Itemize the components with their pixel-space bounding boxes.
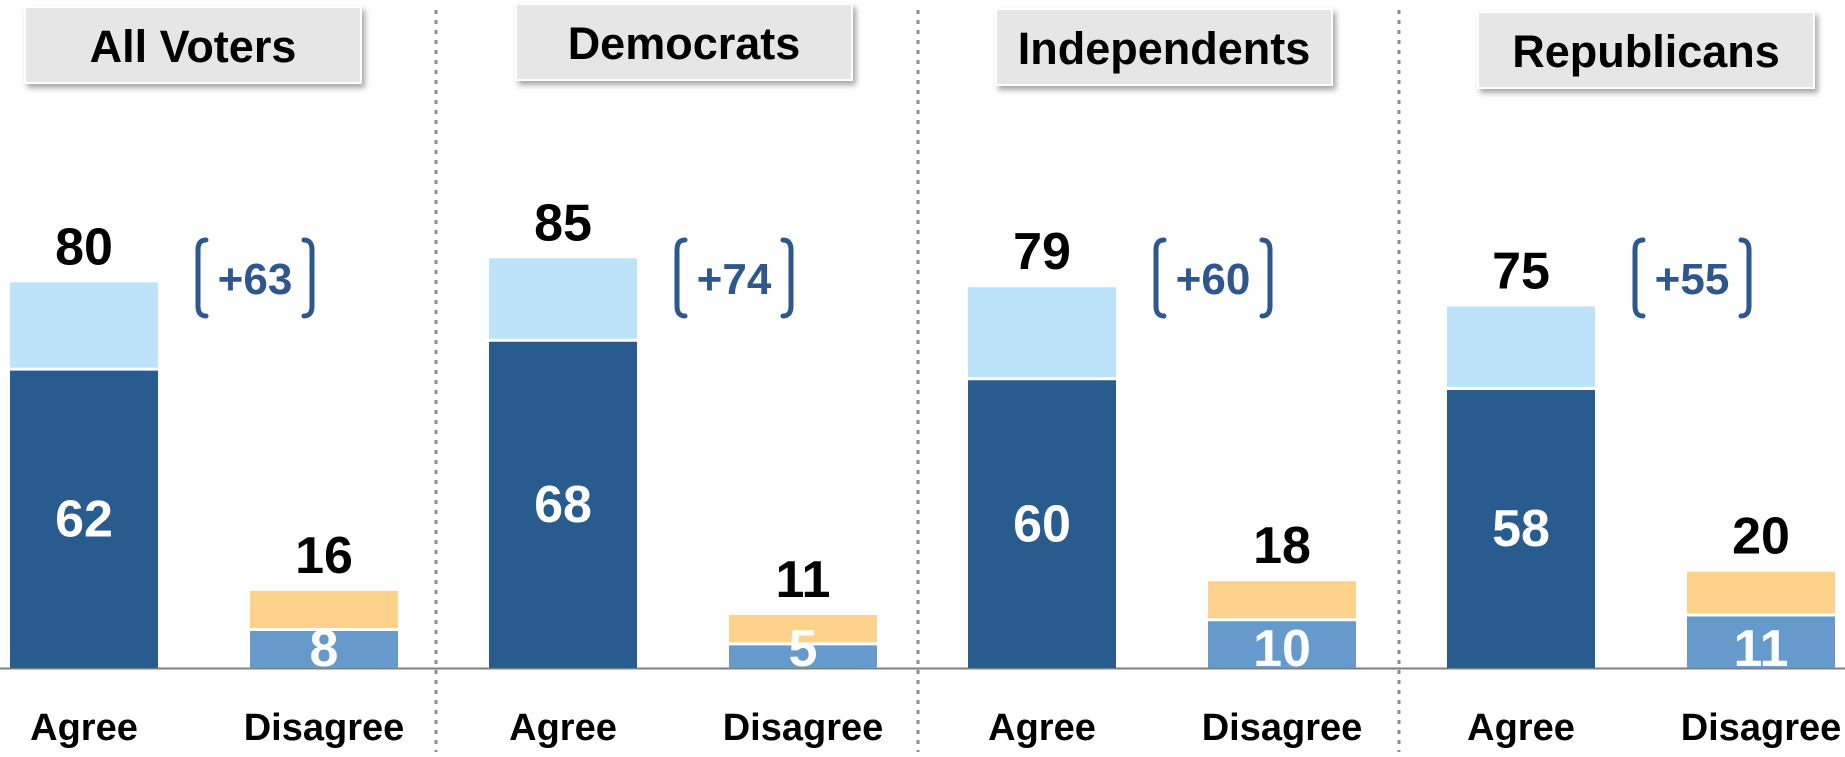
category-label-agree: Agree — [509, 707, 617, 749]
net-difference-label: +55 — [1655, 255, 1730, 304]
bracket-left — [674, 237, 688, 319]
bar-agree-inner — [489, 340, 637, 668]
bar-total-label: 11 — [776, 551, 831, 609]
bar-total-label: 75 — [1492, 243, 1550, 301]
bar-disagree-inner — [729, 643, 877, 668]
bar-disagree-outer — [250, 590, 398, 630]
net-difference-bracket — [1632, 237, 1752, 319]
panel-republicans: Republicans 75 58 Agree 20 11 Disagree +55 — [1447, 11, 1842, 749]
category-label-agree: Agree — [988, 707, 1096, 749]
net-difference-bracket — [1153, 237, 1273, 319]
bracket-left — [1153, 237, 1167, 319]
bar-disagree-inner — [250, 629, 398, 668]
bar-inner-label: 62 — [55, 491, 113, 549]
bar-agree-inner — [1447, 388, 1595, 668]
bar-agree-outer — [10, 282, 158, 370]
group-header-box — [1477, 11, 1815, 89]
bracket-right — [1738, 237, 1752, 319]
group-header-label: All Voters — [90, 21, 297, 72]
bracket-left — [1632, 237, 1646, 319]
bar-agree-inner — [968, 378, 1116, 668]
bar-agree-inner — [10, 369, 158, 668]
bar-disagree-outer — [1687, 571, 1835, 615]
bar-disagree-outer — [1208, 581, 1356, 620]
category-label-disagree: Disagree — [1202, 707, 1363, 749]
bar-agree-outer — [489, 258, 637, 341]
panel-independents: Independents 79 60 Agree 18 10 Disagree +60 — [968, 8, 1363, 749]
net-difference-bracket — [195, 237, 315, 319]
bar-agree-outer — [968, 287, 1116, 379]
bar-inner-label: 5 — [789, 620, 818, 678]
bar-inner-label: 60 — [1013, 495, 1071, 553]
bracket-right — [301, 237, 315, 319]
category-label-agree: Agree — [30, 707, 138, 749]
net-difference-label: +60 — [1176, 255, 1251, 304]
category-label-disagree: Disagree — [1681, 707, 1842, 749]
net-difference-label: +74 — [697, 255, 772, 304]
panel-all-voters: All Voters 80 62 Agree 16 8 Disagree +63 — [10, 6, 405, 749]
group-header-box — [24, 6, 362, 84]
bar-total-label: 80 — [55, 218, 113, 276]
bar-agree-outer — [1447, 306, 1595, 389]
panel-democrats: Democrats 85 68 Agree 11 5 Disagree +74 — [489, 3, 884, 749]
category-label-disagree: Disagree — [244, 707, 405, 749]
bar-total-label: 16 — [295, 527, 353, 585]
bar-inner-label: 11 — [1734, 620, 1789, 678]
bar-inner-label: 8 — [310, 620, 339, 678]
group-header-label: Independents — [1018, 23, 1311, 74]
bracket-right — [1259, 237, 1273, 319]
group-header-label: Republicans — [1512, 26, 1780, 77]
category-label-agree: Agree — [1467, 707, 1575, 749]
bar-total-label: 79 — [1013, 223, 1071, 281]
group-header-box — [515, 3, 853, 81]
bar-total-label: 85 — [534, 194, 592, 252]
bar-disagree-outer — [729, 614, 877, 644]
bar-total-label: 20 — [1732, 508, 1790, 566]
bar-inner-label: 58 — [1492, 500, 1550, 558]
bar-disagree-inner — [1687, 614, 1835, 668]
bar-inner-label: 68 — [534, 476, 592, 534]
bracket-left — [195, 237, 209, 319]
bracket-right — [780, 237, 794, 319]
group-header-box — [995, 8, 1333, 86]
net-difference-label: +63 — [218, 255, 293, 304]
category-label-disagree: Disagree — [723, 707, 884, 749]
bar-total-label: 18 — [1253, 517, 1311, 575]
net-difference-bracket — [674, 237, 794, 319]
bar-disagree-inner — [1208, 619, 1356, 668]
group-header-label: Democrats — [568, 18, 801, 69]
bar-inner-label: 10 — [1253, 620, 1311, 678]
